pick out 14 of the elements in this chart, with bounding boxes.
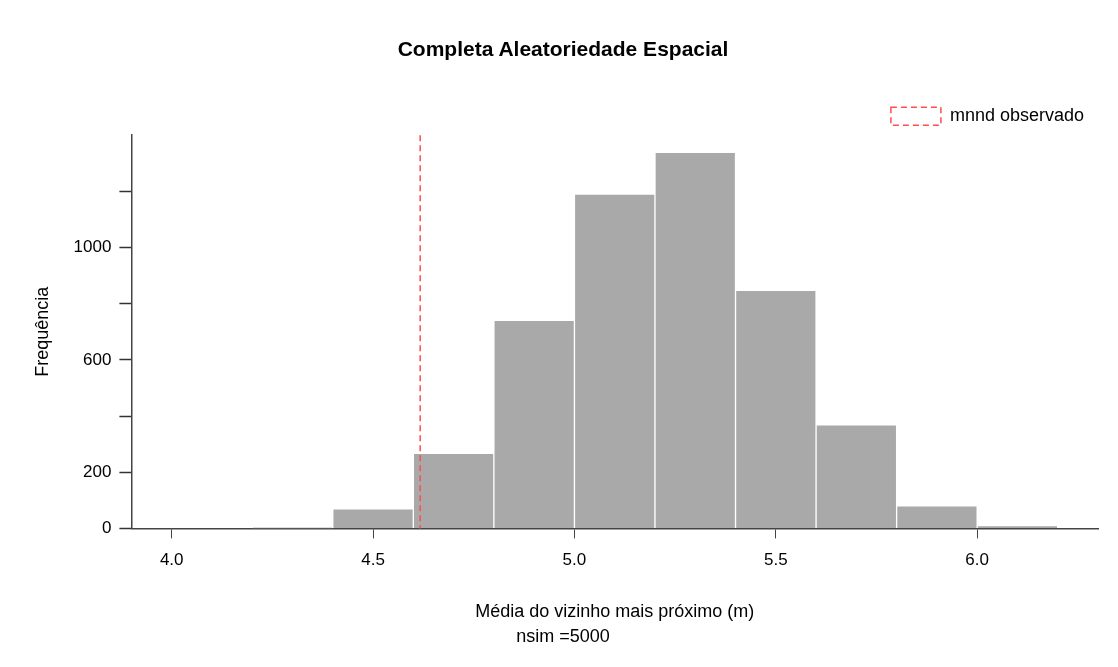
y-tick-label: 0 [101,518,112,538]
y-axis-title: Frequência [31,285,52,377]
x-tick-label: 5.5 [763,550,788,570]
y-tick-label: 200 [83,461,112,481]
x-tick-label: 5.0 [562,550,587,570]
y-tick-label: 600 [83,349,112,369]
y-tick-label: 1000 [73,237,112,257]
text: nsim =5000 [516,626,610,647]
x-axis-title: Média do vizinho mais próximo (m) [475,600,755,621]
chart-title: Completa Aleatoriedade Espacial [397,37,729,61]
x-tick-label: 4.5 [361,550,385,570]
legend-label: mnnd observado [949,105,1085,126]
x-tick-label: 4.0 [159,550,184,570]
x-tick-label: 6.0 [965,550,989,570]
